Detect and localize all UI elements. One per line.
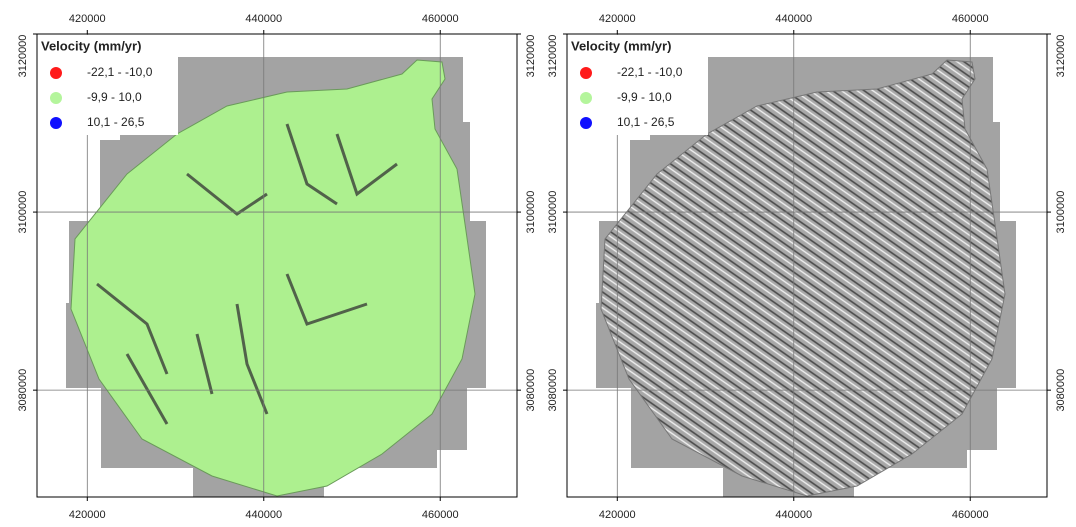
y-tick-label: 3080000 [17, 369, 29, 412]
y-tick-label: 3100000 [525, 191, 537, 234]
x-tick-label: 420000 [599, 13, 636, 25]
x-tick-label: 460000 [422, 509, 459, 521]
legend-swatch [50, 117, 62, 129]
y-tick-label: 3120000 [525, 35, 537, 78]
x-tick-label: 440000 [775, 509, 812, 521]
y-tick-label: 3080000 [547, 369, 559, 412]
legend-swatch [50, 92, 62, 104]
legend-title: Velocity (mm/yr) [41, 38, 141, 53]
y-tick-label: 3100000 [17, 191, 29, 234]
legend-label: -9,9 - 10,0 [87, 90, 142, 104]
legend-swatch [580, 117, 592, 129]
x-tick-label: 460000 [952, 13, 989, 25]
x-tick-label: 460000 [422, 13, 459, 25]
legend-label: -22,1 - -10,0 [87, 65, 153, 79]
x-tick-label: 420000 [69, 509, 106, 521]
figure: 420000 420000 440000 440000 460000 460000 3080… [0, 0, 1076, 527]
legend-label: 10,1 - 26,5 [87, 115, 145, 129]
map-panel: 420000 420000 440000 440000 460000 460000 3080… [17, 13, 537, 521]
y-tick-label: 3080000 [1055, 369, 1067, 412]
y-tick-label: 3120000 [17, 35, 29, 78]
legend-swatch [580, 92, 592, 104]
legend-label: 10,1 - 26,5 [617, 115, 675, 129]
legend-swatch [580, 67, 592, 79]
y-tick-label: 3080000 [525, 369, 537, 412]
legend: Velocity (mm/yr) -22,1 - -10,0 -9,9 - 10,0… [38, 35, 178, 135]
x-tick-label: 440000 [775, 13, 812, 25]
x-tick-label: 440000 [245, 13, 282, 25]
legend-label: -22,1 - -10,0 [617, 65, 683, 79]
x-tick-label: 460000 [952, 509, 989, 521]
legend-swatch [50, 67, 62, 79]
legend-label: -9,9 - 10,0 [617, 90, 672, 104]
y-tick-label: 3120000 [1055, 35, 1067, 78]
x-tick-label: 420000 [599, 509, 636, 521]
x-tick-label: 420000 [69, 13, 106, 25]
y-tick-label: 3100000 [547, 191, 559, 234]
map-panel: 420000 420000 440000 440000 460000 460000 3080… [547, 13, 1067, 521]
y-tick-label: 3120000 [547, 35, 559, 78]
x-tick-label: 440000 [245, 509, 282, 521]
y-tick-label: 3100000 [1055, 191, 1067, 234]
legend: Velocity (mm/yr) -22,1 - -10,0 -9,9 - 10,0… [568, 35, 708, 135]
legend-title: Velocity (mm/yr) [571, 38, 671, 53]
